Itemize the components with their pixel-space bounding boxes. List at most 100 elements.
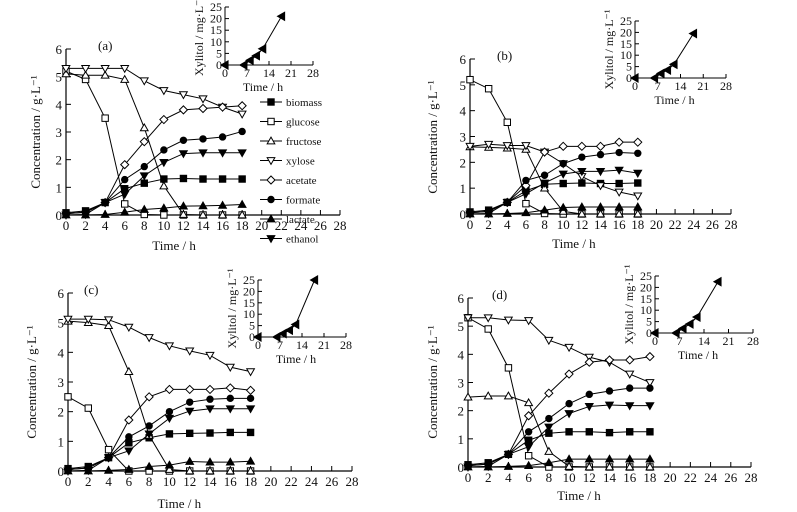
- series-fructose: [463, 391, 655, 471]
- inset-x-tick-label: 28: [720, 79, 732, 93]
- point-fructose: [100, 70, 110, 79]
- x-axis-label: Time / h: [152, 238, 196, 253]
- legend-marker-formate: [267, 195, 275, 204]
- y-tick-label: 2: [458, 404, 465, 419]
- series-ethanol: [463, 401, 655, 472]
- inset-point-xylitol: [684, 318, 694, 329]
- x-tick-label: 12: [575, 217, 588, 232]
- point-fructose: [61, 69, 71, 78]
- point-ethanol: [463, 463, 473, 472]
- legend-label: ethanol: [286, 234, 318, 246]
- point-acetate: [225, 383, 235, 393]
- point-lactate: [164, 460, 175, 469]
- x-tick-label: 28: [725, 217, 738, 232]
- inset-point-xylitol: [251, 50, 260, 61]
- point-xylose: [80, 64, 91, 74]
- point-xylose: [521, 142, 531, 151]
- point-biomass: [140, 179, 148, 187]
- inset-y-tick-label: 25: [640, 269, 652, 283]
- x-tick-label: 8: [546, 470, 553, 485]
- inset-x-tick-label: 28: [340, 338, 352, 352]
- x-tick-label: 10: [563, 470, 576, 485]
- x-tick-label: 28: [334, 218, 347, 233]
- series-line-xylose: [66, 67, 243, 115]
- point-formate: [578, 153, 586, 161]
- point-formate: [626, 384, 634, 392]
- x-tick-label: 24: [687, 217, 701, 232]
- point-acetate: [558, 141, 568, 152]
- point-acetate: [604, 355, 615, 365]
- point-lactate: [225, 457, 235, 466]
- point-formate: [121, 175, 129, 184]
- y-tick-label: 0: [56, 208, 63, 223]
- point-ethanol: [217, 149, 228, 158]
- point-formate: [559, 159, 567, 168]
- point-xylose: [61, 64, 71, 74]
- point-ethanol: [120, 190, 130, 200]
- point-xylose: [645, 379, 655, 388]
- point-ethanol: [483, 210, 494, 219]
- series-line-formate: [469, 152, 638, 214]
- point-ethanol: [63, 467, 73, 476]
- point-acetate: [178, 105, 189, 115]
- point-lactate: [103, 465, 114, 474]
- y-axis-label: Concentration / g·L⁻¹: [24, 325, 39, 438]
- point-xylose: [124, 323, 134, 332]
- inset-y-tick-label: 20: [243, 284, 255, 298]
- point-xylose: [483, 140, 494, 150]
- inset-point-xylitol: [245, 55, 254, 66]
- inset-y-tick-label: 5: [626, 60, 632, 74]
- point-formate: [125, 433, 133, 441]
- legend-label: acetate: [286, 175, 317, 187]
- point-xylose: [614, 188, 624, 197]
- point-fructose: [185, 466, 195, 475]
- point-biomass: [186, 429, 194, 438]
- y-axis-label: Concentration / g·L⁻¹: [425, 325, 440, 438]
- x-tick-label: 8: [541, 217, 548, 232]
- point-formate: [186, 398, 194, 406]
- point-lactate: [633, 202, 643, 211]
- inset-point-xylitol: [219, 60, 229, 70]
- x-tick-label: 16: [613, 217, 627, 232]
- series-ethanol: [465, 166, 643, 219]
- point-formate: [646, 384, 654, 392]
- point-ethanol: [237, 149, 247, 158]
- inset-point-xylitol: [238, 60, 248, 70]
- series-line-ethanol: [469, 169, 638, 215]
- point-biomass: [565, 428, 573, 436]
- point-ethanol: [521, 190, 531, 199]
- series-formate: [62, 127, 246, 218]
- point-ethanol: [614, 166, 624, 175]
- point-biomass: [199, 175, 207, 183]
- point-ethanol: [80, 211, 91, 220]
- point-formate: [226, 394, 234, 403]
- series-line-formate: [467, 387, 650, 467]
- point-acetate: [633, 137, 643, 147]
- inset-point-xylitol: [284, 325, 293, 336]
- x-tick-label: 16: [623, 470, 637, 485]
- inset-point-xylitol: [290, 319, 300, 330]
- point-fructose: [80, 70, 91, 79]
- point-xylose: [103, 316, 114, 325]
- x-tick-label: 0: [63, 218, 70, 233]
- x-tick-label: 26: [314, 218, 328, 233]
- point-acetate: [595, 141, 606, 152]
- point-formate: [524, 428, 533, 436]
- point-acetate: [217, 102, 228, 112]
- inset-x-axis-label: Time / h: [654, 93, 694, 107]
- point-xylose: [625, 370, 635, 379]
- point-fructose: [614, 209, 624, 218]
- inset-point-xylitol: [655, 68, 665, 79]
- point-xylose: [502, 142, 512, 151]
- point-ethanol: [83, 467, 93, 476]
- point-glucose: [522, 199, 530, 208]
- x-tick-label: 4: [102, 218, 109, 233]
- y-tick-label: 3: [458, 376, 465, 391]
- inset-x-tick-label: 0: [222, 66, 228, 80]
- inset-x-tick-label: 14: [698, 334, 710, 348]
- legend-label: xylose: [286, 156, 315, 168]
- x-tick-label: 16: [224, 474, 238, 489]
